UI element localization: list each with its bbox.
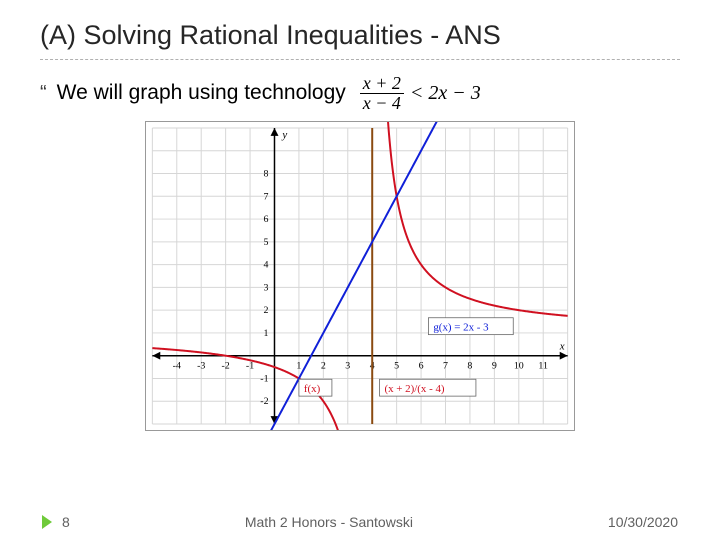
fraction-denominator: x − 4 (360, 94, 404, 113)
bullet-mark: “ (40, 83, 47, 103)
inequality-formula: x + 2 x − 4 < 2x − 3 (360, 74, 481, 113)
bullet-row: “ We will graph using technology x + 2 x… (40, 74, 680, 113)
svg-text:5: 5 (264, 237, 269, 248)
slide-title: (A) Solving Rational Inequalities - ANS (40, 20, 680, 60)
svg-text:7: 7 (264, 191, 269, 202)
svg-text:g(x) = 2x - 3: g(x) = 2x - 3 (433, 321, 489, 333)
svg-text:1: 1 (296, 360, 301, 371)
svg-text:3: 3 (264, 282, 269, 293)
svg-text:5: 5 (394, 360, 399, 371)
slide: (A) Solving Rational Inequalities - ANS … (0, 0, 720, 540)
footer: 8 Math 2 Honors - Santowski 10/30/2020 (40, 510, 680, 530)
svg-text:7: 7 (443, 360, 448, 371)
footer-left: 8 (42, 514, 70, 530)
svg-text:8: 8 (467, 360, 472, 371)
svg-text:11: 11 (538, 360, 548, 371)
svg-text:2: 2 (321, 360, 326, 371)
svg-text:-2: -2 (260, 396, 268, 407)
svg-text:(x + 2)/(x - 4): (x + 2)/(x - 4) (385, 383, 445, 395)
page-number: 8 (62, 514, 70, 530)
svg-text:-2: -2 (222, 360, 230, 371)
bullet-text: We will graph using technology (57, 81, 346, 105)
slide-arrow-icon (42, 515, 52, 529)
svg-text:3: 3 (345, 360, 350, 371)
svg-text:4: 4 (264, 259, 269, 270)
graph-container: -4-3-2-11234567891011-2-112345678yxg(x) … (40, 121, 680, 510)
graph: -4-3-2-11234567891011-2-112345678yxg(x) … (145, 121, 575, 431)
svg-text:6: 6 (264, 214, 269, 225)
svg-text:10: 10 (514, 360, 524, 371)
svg-text:8: 8 (264, 168, 269, 179)
fraction-numerator: x + 2 (360, 74, 404, 94)
svg-text:9: 9 (492, 360, 497, 371)
svg-text:-1: -1 (260, 373, 268, 384)
footer-center: Math 2 Honors - Santowski (70, 514, 588, 530)
footer-date: 10/30/2020 (588, 514, 678, 530)
svg-text:f(x): f(x) (304, 383, 321, 395)
svg-text:-1: -1 (246, 360, 254, 371)
svg-text:-3: -3 (197, 360, 205, 371)
fraction: x + 2 x − 4 (360, 74, 404, 113)
relation: < 2x − 3 (410, 82, 481, 105)
svg-text:-4: -4 (173, 360, 181, 371)
svg-text:1: 1 (264, 328, 269, 339)
svg-text:x: x (559, 341, 565, 353)
svg-text:6: 6 (419, 360, 424, 371)
svg-text:2: 2 (264, 305, 269, 316)
svg-text:y: y (281, 129, 287, 141)
